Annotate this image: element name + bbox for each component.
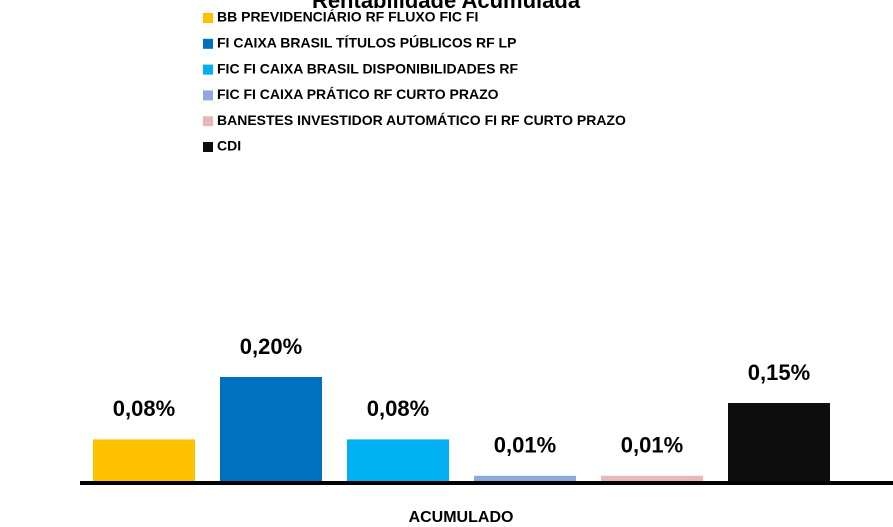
value-label: 0,20% (240, 334, 302, 359)
legend-swatch (203, 142, 213, 152)
x-tick-label: ACUMULADO (409, 509, 514, 526)
value-label: 0,08% (367, 396, 429, 421)
bar (474, 475, 576, 481)
legend-label: FI CAIXA BRASIL TÍTULOS PÚBLICOS RF LP (217, 34, 516, 51)
legend-swatch (203, 90, 213, 101)
bar (728, 403, 830, 481)
bar (601, 475, 703, 481)
legend-label: BB PREVIDENCIÁRIO RF FLUXO FIC FI (217, 9, 478, 25)
legend-label: BANESTES INVESTIDOR AUTOMÁTICO FI RF CUR… (217, 112, 626, 128)
bar (220, 377, 322, 481)
value-label: 0,15% (748, 360, 810, 385)
bar (93, 439, 195, 481)
value-label: 0,01% (621, 433, 683, 458)
bar (347, 439, 449, 481)
legend-swatch (203, 64, 213, 75)
value-label: 0,08% (113, 396, 175, 421)
legend-swatch (203, 13, 213, 23)
legend-label: FIC FI CAIXA BRASIL DISPONIBILIDADES RF (217, 60, 518, 76)
legend-swatch (203, 38, 213, 49)
legend-swatch (203, 116, 213, 127)
legend-label: FIC FI CAIXA PRÁTICO RF CURTO PRAZO (217, 86, 499, 102)
chart-title: Rentabilidade Acumulada (312, 0, 581, 13)
legend-label: CDI (217, 138, 241, 154)
value-label: 0,01% (494, 433, 556, 458)
